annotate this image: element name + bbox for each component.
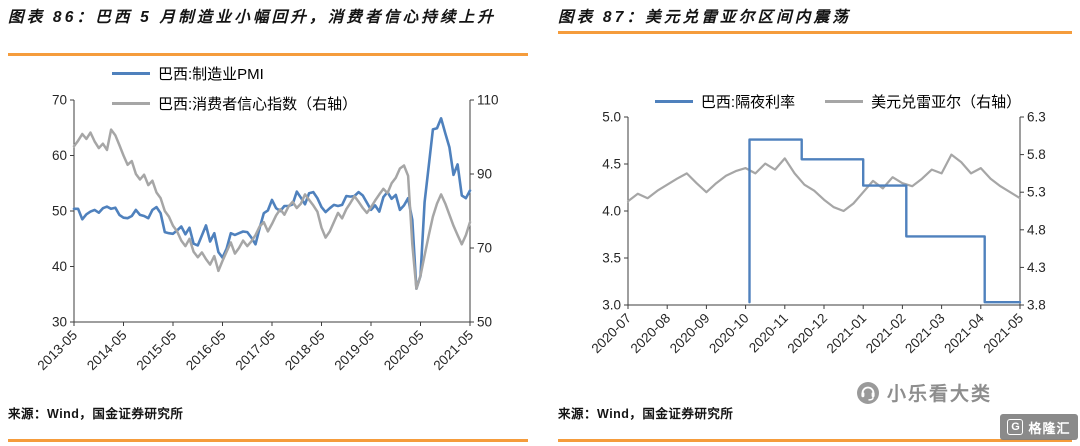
usd-brl-legend-label: 美元兑雷亚尔（右轴） bbox=[871, 94, 1022, 111]
svg-text:2020-10: 2020-10 bbox=[706, 311, 752, 357]
svg-text:90: 90 bbox=[477, 167, 492, 182]
consumer-confidence-legend-label: 巴西:消费者信心指数（右轴） bbox=[158, 96, 358, 113]
chart-86-title-rule bbox=[8, 53, 528, 56]
svg-text:3.5: 3.5 bbox=[602, 251, 621, 266]
svg-text:2021-04: 2021-04 bbox=[941, 310, 987, 356]
legend-item-pmi: 巴西:制造业PMI bbox=[112, 63, 357, 84]
svg-text:50: 50 bbox=[477, 315, 492, 330]
svg-text:40: 40 bbox=[52, 259, 67, 274]
usd-brl-line-swatch bbox=[825, 99, 864, 104]
legend-item-overnight-rate: 巴西:隔夜利率 bbox=[654, 91, 796, 112]
chart-86-bottom-rule bbox=[8, 439, 528, 442]
watermark: 小乐看大类 bbox=[856, 379, 992, 406]
pmi-line-swatch bbox=[112, 71, 150, 76]
svg-text:2020-05: 2020-05 bbox=[381, 328, 427, 374]
svg-text:4.0: 4.0 bbox=[602, 204, 621, 219]
svg-text:5.8: 5.8 bbox=[1027, 147, 1046, 162]
overnight-rate-line-swatch bbox=[654, 99, 693, 104]
svg-text:70: 70 bbox=[477, 241, 492, 256]
svg-text:110: 110 bbox=[477, 93, 499, 108]
gelonghui-g-icon: G bbox=[1007, 419, 1024, 435]
svg-text:4.8: 4.8 bbox=[1027, 222, 1046, 237]
consumer-confidence-line-swatch bbox=[112, 101, 150, 106]
svg-text:2021-02: 2021-02 bbox=[863, 311, 909, 357]
svg-text:5.0: 5.0 bbox=[602, 110, 621, 125]
svg-text:4.5: 4.5 bbox=[602, 157, 621, 172]
svg-text:2019-05: 2019-05 bbox=[331, 328, 377, 374]
svg-text:30: 30 bbox=[52, 315, 67, 330]
chart-86-legend: 巴西:制造业PMI 巴西:消费者信心指数（右轴） bbox=[112, 63, 357, 114]
chart-86-title: 图表 86：巴西 5 月制造业小幅回升，消费者信心持续上升 bbox=[8, 9, 497, 26]
svg-text:2016-05: 2016-05 bbox=[183, 328, 229, 374]
svg-text:2020-12: 2020-12 bbox=[784, 311, 830, 357]
chart-87-bottom-rule bbox=[558, 439, 1072, 442]
svg-text:2021-05: 2021-05 bbox=[980, 311, 1026, 357]
svg-text:60: 60 bbox=[52, 148, 67, 163]
svg-text:2020-07: 2020-07 bbox=[588, 311, 634, 357]
svg-text:2020-08: 2020-08 bbox=[628, 311, 674, 357]
legend-item-usd-brl: 美元兑雷亚尔（右轴） bbox=[825, 91, 1021, 112]
svg-text:2018-05: 2018-05 bbox=[282, 328, 328, 374]
chart-87-title: 图表 87：美元兑雷亚尔区间内震荡 bbox=[558, 9, 851, 26]
overnight-rate-legend-label: 巴西:隔夜利率 bbox=[700, 94, 796, 111]
svg-text:6.3: 6.3 bbox=[1027, 110, 1046, 125]
svg-text:70: 70 bbox=[52, 93, 67, 108]
svg-text:5.3: 5.3 bbox=[1027, 185, 1046, 200]
svg-text:2013-05: 2013-05 bbox=[34, 328, 80, 374]
svg-text:2015-05: 2015-05 bbox=[133, 328, 179, 374]
svg-text:2017-05: 2017-05 bbox=[232, 328, 278, 374]
brazil-pmi-confidence-chart: 70 60 50 40 30 110 90 70 50 2013-05 2014-05 2015-05… bbox=[34, 93, 499, 374]
chart-87-title-rule bbox=[558, 31, 1072, 34]
svg-text:2021-05: 2021-05 bbox=[430, 328, 476, 374]
svg-text:2020-09: 2020-09 bbox=[667, 311, 713, 357]
svg-text:3.0: 3.0 bbox=[602, 298, 621, 313]
svg-text:2021-01: 2021-01 bbox=[824, 311, 870, 357]
chart-panel-87: 图表 87：美元兑雷亚尔区间内震荡 巴西:隔夜利率 美元兑雷亚尔（右轴） 5.0… bbox=[558, 0, 1072, 446]
svg-text:4.3: 4.3 bbox=[1027, 260, 1046, 275]
chart-87-legend: 巴西:隔夜利率 美元兑雷亚尔（右轴） bbox=[558, 91, 1072, 112]
watermark-text: 小乐看大类 bbox=[887, 384, 993, 405]
gelonghui-logo-text: 格隆汇 bbox=[1028, 420, 1071, 436]
usd-brl-overnight-rate-chart: 5.0 4.5 4.0 3.5 3.0 6.3 5.8 5.3 4.8 4.3 3.8 2020-07… bbox=[588, 110, 1046, 357]
chart-86-source: 来源：Wind，国金证券研究所 bbox=[8, 407, 184, 421]
svg-text:3.8: 3.8 bbox=[1027, 298, 1046, 313]
svg-text:2014-05: 2014-05 bbox=[84, 328, 130, 374]
svg-text:2021-03: 2021-03 bbox=[902, 311, 948, 357]
chart-panel-86: 图表 86：巴西 5 月制造业小幅回升，消费者信心持续上升 巴西:制造业PMI … bbox=[8, 0, 528, 446]
gelonghui-logo: G 格隆汇 bbox=[1000, 414, 1078, 440]
chart-87-source: 来源：Wind，国金证券研究所 bbox=[558, 407, 734, 421]
headset-person-icon bbox=[857, 381, 879, 404]
legend-item-consumer-confidence: 巴西:消费者信心指数（右轴） bbox=[112, 93, 357, 114]
pmi-legend-label: 巴西:制造业PMI bbox=[158, 66, 264, 83]
svg-text:2020-11: 2020-11 bbox=[746, 311, 791, 356]
svg-text:50: 50 bbox=[52, 204, 67, 219]
